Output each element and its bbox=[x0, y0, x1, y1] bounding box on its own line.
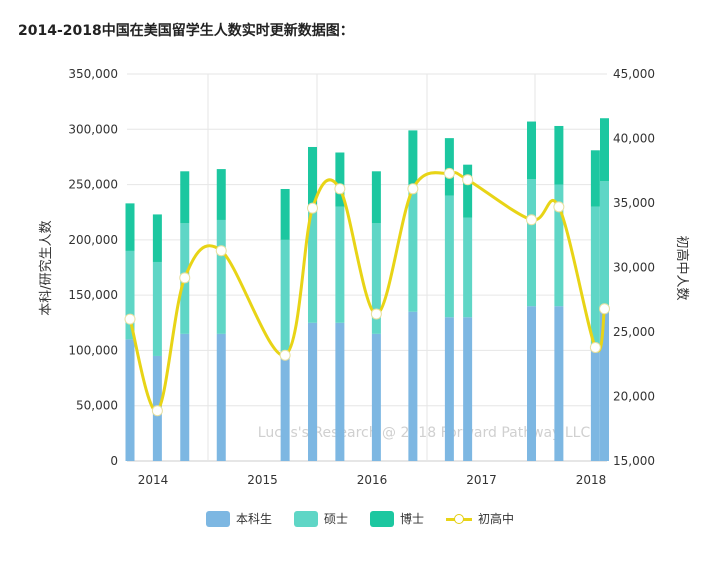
y-tick-label: 0 bbox=[110, 454, 118, 468]
bar-本科生 bbox=[371, 333, 381, 461]
y-tick-label: 150,000 bbox=[68, 288, 118, 302]
bar-本科生 bbox=[280, 355, 290, 461]
bar-本科生 bbox=[180, 333, 190, 461]
x-tick-label: 2017 bbox=[466, 473, 497, 487]
bar-本科生 bbox=[335, 322, 345, 461]
x-tick-label: 2016 bbox=[357, 473, 388, 487]
line-point bbox=[179, 272, 191, 284]
bar-博士 bbox=[590, 150, 600, 207]
line-point bbox=[279, 349, 291, 361]
line-point bbox=[307, 202, 319, 214]
y2-tick-label: 40,000 bbox=[613, 132, 655, 146]
line-point bbox=[151, 405, 163, 417]
bar-博士 bbox=[444, 138, 454, 196]
bar-博士 bbox=[600, 118, 610, 182]
bar-博士 bbox=[125, 203, 135, 251]
bar-本科生 bbox=[463, 317, 473, 461]
bar-本科生 bbox=[554, 306, 564, 461]
y-tick-label: 300,000 bbox=[68, 122, 118, 136]
bar-本科生 bbox=[308, 322, 318, 461]
y2-tick-label: 45,000 bbox=[613, 67, 655, 81]
bar-博士 bbox=[463, 164, 473, 218]
line-point bbox=[553, 201, 565, 213]
y2-tick-label: 15,000 bbox=[613, 454, 655, 468]
legend-label: 博士 bbox=[400, 512, 425, 526]
line-point bbox=[599, 303, 611, 315]
bar-硕士 bbox=[527, 179, 537, 307]
x-tick-label: 2018 bbox=[576, 473, 607, 487]
bar-本科生 bbox=[216, 333, 226, 461]
bar-硕士 bbox=[280, 239, 290, 356]
x-tick-label: 2015 bbox=[247, 473, 278, 487]
bar-本科生 bbox=[590, 350, 600, 461]
legend-swatch bbox=[446, 510, 473, 527]
legend-swatch bbox=[293, 510, 318, 527]
bar-博士 bbox=[527, 121, 537, 180]
watermark: Lucas's Research @ 2018 Forward Pathway … bbox=[258, 425, 591, 441]
line-初高中 bbox=[128, 171, 606, 413]
bar-硕士 bbox=[554, 184, 564, 307]
bar-硕士 bbox=[590, 206, 600, 351]
legend-label: 初高中 bbox=[478, 512, 515, 526]
bar-博士 bbox=[152, 214, 162, 262]
line-point bbox=[334, 183, 346, 195]
y-tick-label: 250,000 bbox=[68, 178, 118, 192]
bar-博士 bbox=[308, 146, 318, 207]
bar-本科生 bbox=[408, 311, 418, 461]
bar-博士 bbox=[371, 171, 381, 224]
bar-博士 bbox=[280, 188, 290, 240]
legend-label: 本科生 bbox=[235, 512, 272, 526]
bar-本科生 bbox=[527, 306, 537, 461]
bar-博士 bbox=[335, 152, 345, 207]
legend: 本科生 硕士 博士 初高中 bbox=[0, 510, 720, 527]
bar-硕士 bbox=[371, 223, 381, 334]
line-point bbox=[443, 167, 455, 179]
bar-博士 bbox=[180, 171, 190, 224]
bar-硕士 bbox=[152, 261, 162, 356]
bar-硕士 bbox=[216, 219, 226, 334]
legend-item[interactable]: 硕士 bbox=[293, 510, 348, 527]
y-tick-label: 350,000 bbox=[68, 67, 118, 81]
bar-硕士 bbox=[308, 206, 318, 323]
y2-tick-label: 35,000 bbox=[613, 196, 655, 210]
legend-item[interactable]: 初高中 bbox=[446, 510, 514, 527]
bar-本科生 bbox=[125, 339, 135, 461]
line-point bbox=[526, 214, 538, 226]
legend-label: 硕士 bbox=[323, 512, 348, 526]
y-tick-label: 50,000 bbox=[76, 399, 118, 413]
bar-博士 bbox=[554, 125, 564, 185]
bar-硕士 bbox=[444, 195, 454, 318]
line-point bbox=[215, 245, 227, 257]
y2-axis-title: 初高中人数 bbox=[674, 235, 690, 300]
bar-本科生 bbox=[444, 317, 454, 461]
bar-博士 bbox=[408, 130, 418, 185]
legend-swatch bbox=[205, 510, 230, 527]
y2-tick-label: 30,000 bbox=[613, 261, 655, 275]
bar-硕士 bbox=[335, 206, 345, 323]
legend-item[interactable]: 本科生 bbox=[205, 510, 272, 527]
legend-swatch bbox=[370, 510, 394, 527]
line-point bbox=[124, 313, 136, 325]
bar-本科生 bbox=[600, 311, 610, 461]
line-point bbox=[589, 341, 601, 353]
bar-硕士 bbox=[600, 181, 610, 312]
line-point bbox=[407, 183, 419, 195]
legend-item[interactable]: 博士 bbox=[370, 510, 424, 527]
bar-硕士 bbox=[463, 217, 473, 318]
y-tick-label: 100,000 bbox=[68, 343, 118, 357]
y2-tick-label: 25,000 bbox=[613, 325, 655, 339]
chart-title: 2014-2018中国在美国留学生人数实时更新数据图： bbox=[18, 23, 354, 39]
bar-硕士 bbox=[408, 184, 418, 312]
y-tick-label: 200,000 bbox=[68, 233, 118, 247]
bar-硕士 bbox=[125, 250, 135, 340]
x-tick-label: 2014 bbox=[138, 473, 169, 487]
y2-tick-label: 20,000 bbox=[613, 390, 655, 404]
y-axis-title: 本科/研究生人数 bbox=[39, 220, 54, 315]
bar-博士 bbox=[216, 169, 226, 220]
line-point bbox=[462, 174, 474, 186]
line-point bbox=[370, 308, 382, 320]
